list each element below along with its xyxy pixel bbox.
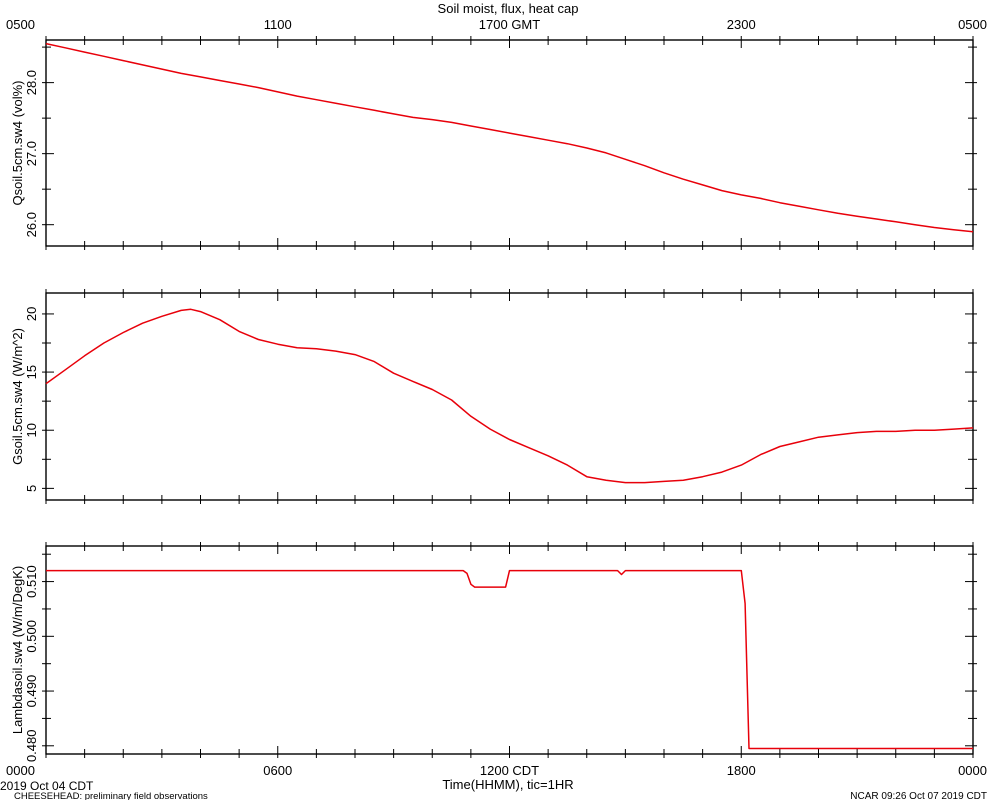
top-tick-label: 0500 [6,17,35,32]
footer-project: CHEESEHEAD: preliminary field observatio… [14,791,208,800]
y-tick-label: 0.490 [24,675,39,708]
soil-heat-flux-panel: 5 10 15 20 Gsoil.5cm.sw4 (W/m^2) [10,289,977,504]
plot-frame [45,39,974,247]
y-tick-label: 15 [24,365,39,379]
chart-title: Soil moist, flux, heat cap [438,1,579,16]
y-tick-label: 0.500 [24,620,39,653]
data-line [45,42,974,233]
y-tick-label: 0.510 [24,565,39,598]
top-tick-label: 2300 [727,17,756,32]
footer-stamp: NCAR 09:26 Oct 07 2019 CDT [850,791,987,800]
y-tick-label: 28.0 [24,70,39,95]
bottom-axis-labels: 0000 0600 1200 CDT 1800 0000 [6,763,987,778]
y-tick-label: 20 [24,307,39,321]
bottom-tick-label: 0600 [263,763,292,778]
y-tick-label: 0.480 [24,730,39,763]
y-tick-label: 27.0 [24,141,39,166]
top-tick-label: 0500 [958,17,987,32]
top-axis-labels: 0500 1100 1700 GMT 2300 0500 [6,17,987,32]
y-axis-label: Qsoil.5cm.sw4 (vol%) [10,81,25,206]
y-tick-label: 10 [24,423,39,437]
bottom-tick-label: 1800 [727,763,756,778]
data-line [46,569,973,750]
plot-frame [45,545,974,755]
top-tick-label: 1100 [264,17,292,32]
plot-frame [45,292,974,501]
data-line [45,308,974,484]
bottom-tick-label: 0000 [958,763,987,778]
y-tick-label: 5 [24,485,39,492]
x-axis-label: Time(HHMM), tic=1HR [442,777,573,792]
footer-date: 2019 Oct 04 CDT [0,779,94,793]
bottom-tick-label: 0000 [6,763,35,778]
y-axis-label: Gsoil.5cm.sw4 (W/m^2) [10,328,25,465]
top-tick-label: 1700 GMT [479,17,540,32]
y-tick-label: 26.0 [24,212,39,237]
bottom-tick-label: 1200 CDT [480,763,539,778]
y-axis-label: Lambdasoil.sw4 (W/m/DegK) [10,566,25,734]
